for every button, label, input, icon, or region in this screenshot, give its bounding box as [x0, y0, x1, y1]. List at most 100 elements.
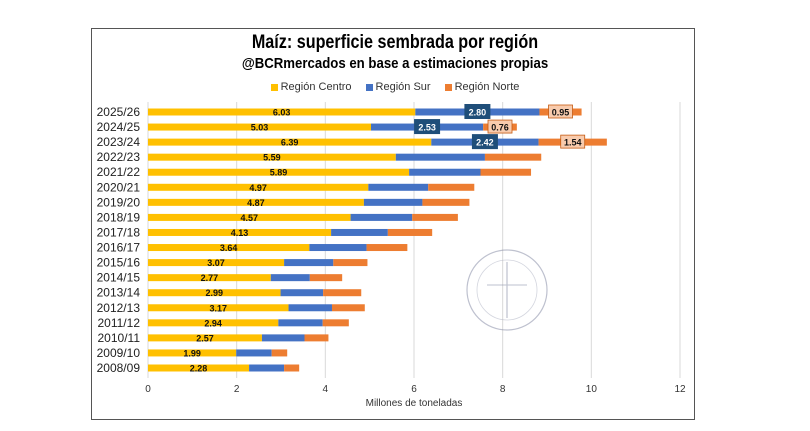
- legend-swatch: [365, 83, 373, 91]
- bar-region-norte: [428, 183, 475, 191]
- bar-region-sur: [363, 198, 423, 206]
- bar-region-norte: [322, 319, 349, 327]
- data-label-box: [560, 134, 586, 149]
- y-tick-label: 2013/14: [97, 286, 141, 300]
- y-tick-label: 2020/21: [97, 180, 141, 194]
- data-label: 4.13: [231, 228, 249, 238]
- bar-region-sur: [236, 349, 272, 357]
- bar-region-sur: [261, 334, 305, 342]
- bar-region-centro: [148, 319, 279, 327]
- data-label: 3.07: [207, 258, 225, 268]
- data-label: 5.89: [270, 168, 288, 178]
- data-label: 2.99: [206, 288, 224, 298]
- chart-subtitle: @BCRmercados en base a estimaciones prop…: [241, 55, 549, 72]
- x-tick-label: 12: [674, 384, 686, 395]
- bar-region-centro: [148, 183, 369, 191]
- data-label: 2.80: [469, 108, 487, 118]
- data-label: 4.57: [241, 213, 259, 223]
- bar-region-norte: [304, 334, 329, 342]
- bar-region-centro: [148, 108, 416, 116]
- y-tick-label: 2008/09: [97, 361, 141, 375]
- data-label: 3.64: [220, 243, 238, 253]
- watermark-seal: [466, 249, 548, 331]
- data-label-box: [414, 119, 441, 135]
- bar-region-norte: [480, 168, 532, 176]
- y-tick-label: 2010/11: [98, 331, 141, 345]
- bar-region-sur: [395, 153, 485, 161]
- bar-region-centro: [148, 364, 250, 372]
- data-label: 0.95: [552, 108, 570, 118]
- data-label: 2.42: [476, 138, 494, 148]
- bar-region-centro: [148, 334, 262, 342]
- y-tick-label: 2014/15: [97, 271, 141, 285]
- data-label-box: [487, 119, 513, 134]
- bar-region-sur: [331, 228, 388, 236]
- data-label: 6.03: [273, 108, 291, 118]
- bar-region-centro: [148, 228, 332, 236]
- y-tick-label: 2012/13: [97, 301, 141, 315]
- bar-region-norte: [309, 274, 343, 282]
- y-tick-label: 2018/19: [97, 210, 141, 224]
- bar-region-centro: [148, 198, 364, 206]
- bar-region-centro: [148, 349, 237, 357]
- data-label: 2.94: [204, 318, 222, 328]
- data-label: 1.99: [183, 348, 201, 358]
- data-label-box: [464, 104, 491, 119]
- legend-swatch: [270, 83, 278, 91]
- bar-region-centro: [148, 168, 410, 176]
- bar-region-centro: [148, 304, 289, 312]
- x-tick-label: 6: [411, 384, 417, 395]
- data-label: 2.28: [190, 364, 208, 374]
- bar-region-centro: [148, 244, 310, 252]
- bar-region-norte: [387, 228, 433, 236]
- bar-region-norte: [323, 289, 362, 297]
- bar-region-norte: [366, 244, 408, 252]
- bar-region-centro: [148, 259, 285, 267]
- bar-region-sur: [309, 244, 367, 252]
- legend-swatch: [444, 83, 452, 91]
- data-label-box: [548, 104, 573, 119]
- bar-region-centro: [148, 289, 281, 297]
- legend-item-sur: Región Sur: [365, 81, 431, 93]
- legend-item-norte: Región Norte: [444, 81, 519, 93]
- data-label: 2.57: [196, 333, 214, 343]
- y-tick-label: 2015/16: [97, 256, 141, 270]
- x-tick-label: 8: [500, 384, 506, 395]
- chart-title: Maíz: superficie sembrada por región: [251, 32, 539, 53]
- y-tick-label: 2024/25: [97, 120, 141, 134]
- bar-region-sur: [270, 274, 310, 282]
- data-label: 0.76: [491, 123, 509, 133]
- data-label: 2.53: [418, 123, 436, 133]
- x-axis-label: Millones de toneladas: [366, 398, 463, 409]
- data-label: 4.87: [247, 198, 265, 208]
- bar-region-centro: [148, 213, 351, 221]
- data-label: 6.39: [281, 138, 299, 148]
- y-tick-label: 2017/18: [97, 225, 141, 239]
- bar-region-sur: [280, 289, 324, 297]
- y-tick-label: 2022/23: [97, 150, 141, 164]
- bar-region-centro: [148, 123, 371, 131]
- bar-region-centro: [148, 153, 396, 161]
- bar-region-centro: [148, 274, 271, 282]
- bar-region-norte: [333, 259, 368, 267]
- y-tick-label: 2011/12: [98, 316, 141, 330]
- bar-region-sur: [288, 304, 332, 312]
- x-tick-label: 0: [145, 384, 151, 395]
- legend-item-centro: Región Centro: [270, 81, 352, 93]
- bar-region-sur: [350, 213, 413, 221]
- bar-region-norte: [284, 364, 300, 372]
- x-tick-label: 10: [586, 384, 598, 395]
- bar-region-norte: [484, 153, 542, 161]
- bar-region-sur: [368, 183, 429, 191]
- bar-region-sur: [249, 364, 285, 372]
- bar-region-norte: [271, 349, 288, 357]
- bar-region-sur: [409, 168, 481, 176]
- bar-region-centro: [148, 138, 432, 146]
- y-tick-label: 2025/26: [97, 105, 141, 119]
- bar-region-norte: [422, 198, 470, 206]
- data-label: 2.77: [201, 273, 219, 283]
- x-tick-label: 2: [234, 384, 240, 395]
- bar-region-norte: [412, 213, 458, 221]
- x-tick-label: 4: [323, 384, 329, 395]
